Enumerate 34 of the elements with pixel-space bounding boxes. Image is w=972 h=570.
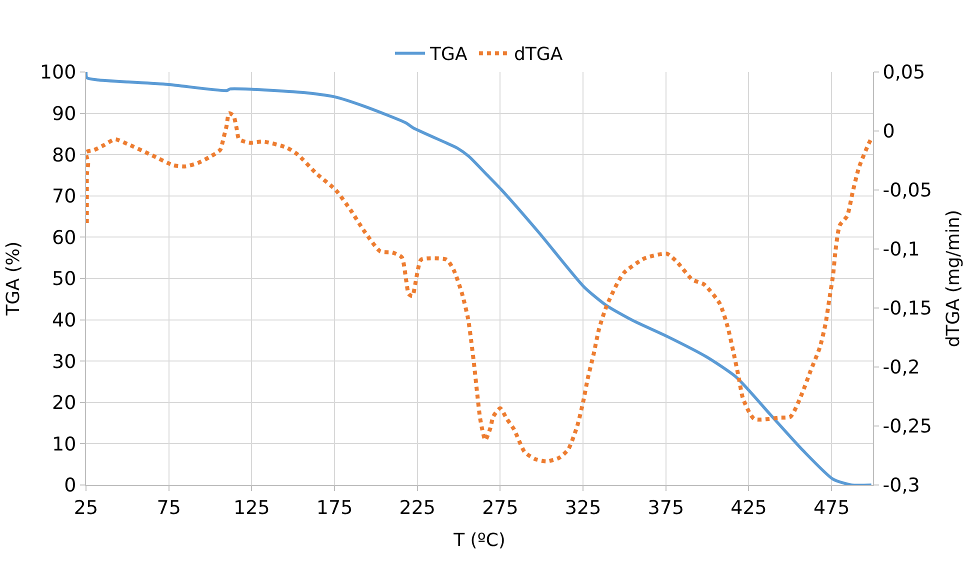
x-tick-label: 125 bbox=[234, 496, 270, 519]
y-tick-label: 40 bbox=[52, 309, 76, 332]
x-tick-label: 275 bbox=[482, 496, 518, 519]
y-tick-label: 50 bbox=[52, 268, 76, 290]
y2-tick-label: -0,25 bbox=[882, 416, 932, 438]
y-tick-label: 0 bbox=[64, 474, 76, 497]
x-tick-label: 175 bbox=[316, 496, 353, 519]
x-tick-label: 225 bbox=[399, 496, 436, 519]
y2-tick-label: 0,05 bbox=[882, 62, 926, 84]
x-tick-label: 25 bbox=[74, 496, 98, 519]
legend-label: dTGA bbox=[514, 44, 564, 66]
x-tick-label: 475 bbox=[813, 496, 850, 519]
y2-tick-label: -0,15 bbox=[882, 298, 932, 320]
y2-tick-label: -0,2 bbox=[882, 356, 920, 379]
y2-tick-label: -0,1 bbox=[882, 238, 920, 261]
x-tick-label: 325 bbox=[564, 496, 602, 519]
x-tick-label: 75 bbox=[156, 496, 181, 519]
legend-label: TGA bbox=[429, 44, 468, 66]
y2-tick-label: -0,05 bbox=[882, 180, 932, 202]
x-tick-label: 375 bbox=[648, 496, 684, 519]
y-tick-label: 30 bbox=[52, 350, 76, 373]
y-axis-title: TGA (%) bbox=[3, 241, 24, 317]
y-tick-label: 90 bbox=[52, 102, 76, 125]
y2-tick-label: 0 bbox=[882, 120, 895, 143]
y-tick-label: 80 bbox=[52, 144, 76, 166]
y-tick-label: 60 bbox=[52, 226, 76, 249]
y-tick-label: 10 bbox=[52, 433, 76, 456]
x-axis-title: T (ºC) bbox=[452, 530, 506, 551]
y2-tick-label: -0,3 bbox=[882, 474, 920, 497]
x-tick-label: 425 bbox=[730, 496, 767, 519]
y-tick-label: 100 bbox=[40, 62, 76, 84]
y2-axis-title: dTGA (mg/min) bbox=[943, 210, 964, 348]
y-tick-label: 20 bbox=[52, 392, 76, 414]
y-tick-label: 70 bbox=[52, 186, 76, 208]
